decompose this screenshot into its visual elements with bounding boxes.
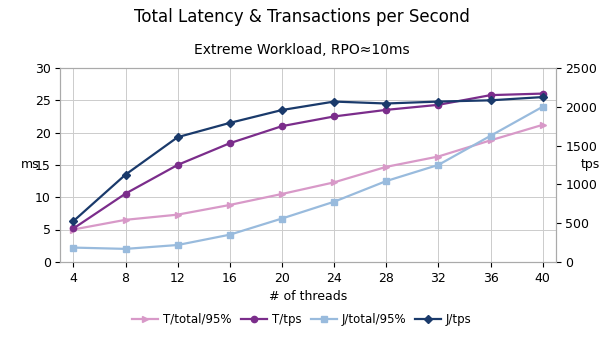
J/tps bbox=[226, 121, 234, 125]
T/tps bbox=[330, 114, 338, 119]
T/tps bbox=[70, 226, 77, 231]
Line: J/tps: J/tps bbox=[70, 94, 546, 224]
T/total/95% bbox=[435, 154, 442, 158]
T/tps bbox=[382, 108, 390, 112]
Text: Total Latency & Transactions per Second: Total Latency & Transactions per Second bbox=[134, 8, 470, 27]
J/tps bbox=[487, 98, 494, 102]
T/total/95% bbox=[487, 138, 494, 142]
Line: T/tps: T/tps bbox=[70, 90, 546, 232]
J/total/95% bbox=[435, 163, 442, 167]
T/tps bbox=[435, 103, 442, 107]
J/total/95% bbox=[382, 179, 390, 183]
T/total/95% bbox=[278, 192, 286, 196]
J/tps bbox=[330, 100, 338, 104]
J/tps bbox=[278, 108, 286, 112]
T/tps bbox=[487, 93, 494, 97]
J/tps bbox=[122, 173, 129, 177]
J/total/95% bbox=[487, 134, 494, 138]
T/tps bbox=[539, 91, 546, 96]
J/total/95% bbox=[330, 200, 338, 204]
Y-axis label: tps: tps bbox=[580, 158, 600, 171]
T/tps bbox=[278, 124, 286, 128]
J/total/95% bbox=[278, 217, 286, 221]
T/total/95% bbox=[226, 203, 234, 207]
T/total/95% bbox=[174, 212, 181, 217]
Y-axis label: ms: ms bbox=[21, 158, 40, 171]
J/total/95% bbox=[226, 233, 234, 237]
J/total/95% bbox=[539, 105, 546, 109]
J/tps bbox=[70, 219, 77, 223]
T/total/95% bbox=[539, 123, 546, 127]
J/tps bbox=[435, 100, 442, 104]
J/total/95% bbox=[70, 245, 77, 250]
T/tps bbox=[226, 141, 234, 145]
Text: Extreme Workload, RPO≈10ms: Extreme Workload, RPO≈10ms bbox=[194, 42, 410, 56]
T/tps bbox=[174, 163, 181, 167]
X-axis label: # of threads: # of threads bbox=[269, 290, 347, 303]
T/total/95% bbox=[330, 180, 338, 184]
T/total/95% bbox=[70, 227, 77, 232]
J/tps bbox=[382, 101, 390, 105]
Line: T/total/95%: T/total/95% bbox=[70, 122, 546, 233]
T/total/95% bbox=[122, 218, 129, 222]
J/tps bbox=[539, 95, 546, 99]
J/total/95% bbox=[174, 243, 181, 247]
J/tps bbox=[174, 135, 181, 139]
T/total/95% bbox=[382, 165, 390, 169]
T/tps bbox=[122, 191, 129, 196]
Line: J/total/95%: J/total/95% bbox=[70, 104, 546, 252]
Legend: T/total/95%, T/tps, J/total/95%, J/tps: T/total/95%, T/tps, J/total/95%, J/tps bbox=[127, 308, 477, 331]
J/total/95% bbox=[122, 247, 129, 251]
